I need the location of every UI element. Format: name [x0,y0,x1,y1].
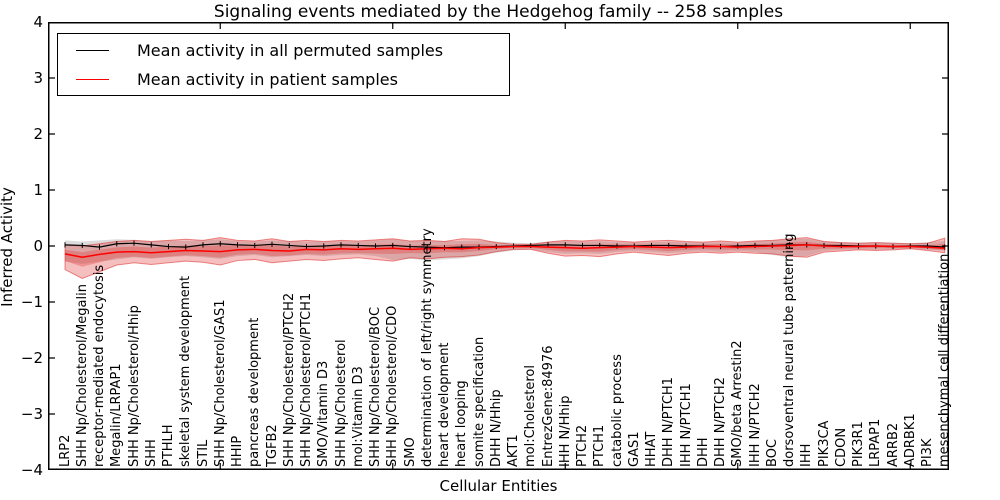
x-tick-label: mol:Vitamin D3 [350,366,366,467]
x-tick-label: SHH Np/Cholesterol/PTCH1 [299,292,314,467]
x-tick-label: DHH N/PTCH2 [713,377,728,467]
legend-line-patient [76,78,109,80]
chart-title: Signaling events mediated by the Hedgeho… [213,2,784,22]
legend: Mean activity in all permuted samples Me… [57,33,510,96]
x-axis-label: Cellular Entities [439,477,558,495]
x-tick-label: mesenchymal cell differentiation [937,253,953,467]
x-tick-label: PI3K [920,438,935,467]
x-tick-label: LRP2 [57,434,73,467]
x-tick-label: mol:Cholesterol [523,365,539,467]
x-tick-label: IHH [799,443,815,467]
legend-item-patient: Mean activity in patient samples [58,67,509,91]
x-tick-label: DHH [695,437,711,467]
x-tick-label: somite specification [471,336,487,467]
x-tick-label: heart development [437,342,452,467]
x-tick-label: SHH Np/Cholesterol/BOC [368,306,383,467]
x-tick-label: HHAT [644,431,659,467]
x-tick-label: determination of left/right symmetry [419,228,435,467]
x-tick-label: DHH N/PTCH1 [661,377,677,467]
patient-band [64,237,946,280]
y-tick-label: 4 [33,13,43,31]
x-tick-label: DHH N/Hhip [488,389,504,467]
x-tick-label: SHH Np/Cholesterol/Megalin [74,284,90,467]
x-tick-label: GAS1 [626,431,642,468]
x-tick-label: SMO/beta Arrestin2 [730,340,746,467]
x-tick-label: CDON [833,427,849,467]
chart-canvas [48,22,949,470]
x-tick-label: receptor-mediated endocytosis [92,264,107,467]
plot-area [48,22,949,470]
y-tick-label: 2 [33,125,43,143]
y-tick-label: 0 [33,237,43,255]
x-tick-label: SHH Np/Cholesterol/CDO [385,305,401,467]
y-tick-label: −3 [20,405,43,423]
legend-line-permuted [76,49,109,51]
x-tick-label: SHH Np/Cholesterol/Hhip [126,305,142,467]
axis-ticks [48,22,949,470]
y-tick-label: −2 [20,349,43,367]
x-tick-label: SMO [402,437,418,467]
x-tick-label: AKT1 [506,434,521,467]
x-tick-label: PIK3R1 [851,421,866,467]
x-tick-label: ARRB2 [885,422,901,467]
x-tick-label: skeletal system development [178,275,194,467]
x-tick-label: ADRBK1 [902,413,918,467]
x-tick-label: HHIP [230,435,245,467]
axes-frame [48,22,949,470]
x-tick-label: PTHLH [161,424,176,467]
x-tick-label: heart looping [454,380,470,467]
x-tick-label: IHH N/Hhip [557,395,573,468]
y-tick-label: −1 [20,293,43,311]
y-tick-label: 3 [33,69,43,87]
legend-label-patient: Mean activity in patient samples [137,69,398,89]
legend-item-permuted: Mean activity in all permuted samples [58,38,509,62]
x-tick-label: EntrezGene:84976 [540,345,556,467]
x-tick-label: SHH Np/Cholesterol [333,339,349,467]
x-tick-label: BOC [764,439,780,467]
x-tick-label: pancreas development [247,317,263,467]
x-tick-label: SHH Np/Cholesterol/GAS1 [212,299,228,467]
y-tick-label: 1 [33,181,43,199]
x-tick-label: PTCH1 [592,424,608,467]
x-tick-label: STIL [195,439,211,467]
x-tick-label: Megalin/LRPAP1 [109,363,125,467]
x-tick-label: TGFB2 [264,424,280,467]
patient-mean-line [64,244,945,258]
x-tick-label: SHH Np/Cholesterol/PTCH2 [281,292,297,467]
patient-band-inner [65,241,945,267]
x-tick-label: IHH N/PTCH1 [678,383,694,467]
x-tick-label: LRPAP1 [868,418,884,467]
x-tick-label: SHH [143,439,159,467]
x-tick-label: dorsoventral neural tube patterning [782,233,797,467]
x-tick-label: PIK3CA [816,420,832,467]
y-tick-label: −4 [20,461,43,479]
x-tick-label: catabolic process [609,354,625,467]
legend-label-permuted: Mean activity in all permuted samples [137,40,444,60]
x-tick-label: SMO/Vitamin D3 [316,360,332,467]
x-tick-label: PTCH2 [575,424,590,467]
x-tick-label: IHH N/PTCH2 [747,383,763,467]
